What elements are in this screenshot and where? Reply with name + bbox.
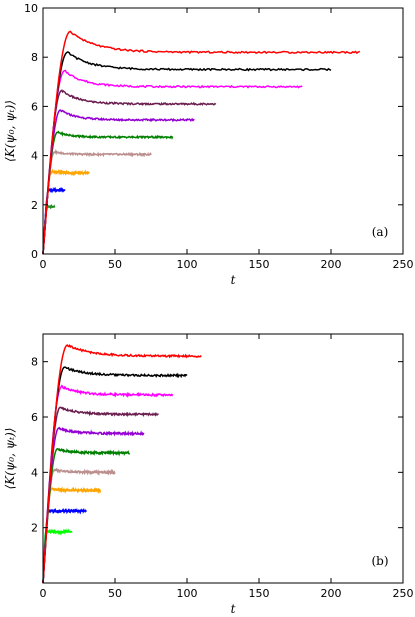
y-tick-label: 8 [31,356,38,369]
series-line-a-3 [42,168,90,255]
ticks-layer-b: 0 50 100 150 200 250 2 4 6 8 [31,334,414,600]
series-line-b-3 [42,486,102,584]
series-line-b-6 [42,426,145,584]
series-line-b-2 [42,507,87,584]
x-tick-label: 200 [321,587,342,600]
x-tick-label: 100 [177,587,198,600]
plot-frame-a [42,7,404,255]
x-axis-label-b: t [231,602,236,616]
series-line-b-7 [42,406,159,584]
y-tick-label: 4 [31,466,38,479]
panel-b: 0 50 100 150 200 250 2 4 6 8 t ⟨K(ψ₀, ψₜ)⟩ (b) [3,333,414,616]
series-line-a-7 [42,89,217,255]
x-tick-label: 250 [393,258,414,271]
series-line-a-4 [42,148,152,255]
series-line-a-8 [42,69,303,255]
panel-a: 0 50 100 150 200 250 0 2 4 6 8 10 t ⟨K(ψ₀, ψₜ)⟩ (a) [3,2,414,287]
panel-label-b: (b) [371,554,388,568]
x-axis-label-a: t [231,273,236,287]
plot-frame-b [42,333,404,584]
series-line-b-1 [42,528,73,584]
series-layer-a [42,30,361,255]
y-axis-label-a: ⟨K(ψ₀, ψₜ)⟩ [3,100,17,162]
ticks-layer-a: 0 50 100 150 200 250 0 2 4 6 8 10 [24,2,414,271]
series-line-a-10 [42,30,361,255]
x-tick-label: 150 [249,587,270,600]
y-tick-label: 6 [31,100,38,113]
x-tick-label: 50 [108,258,122,271]
x-tick-label: 200 [321,258,342,271]
x-tick-label: 0 [40,587,47,600]
series-line-a-5 [42,130,174,255]
series-line-b-10 [42,344,202,584]
y-tick-label: 2 [31,522,38,535]
series-layer-b [42,344,202,584]
panel-label-a: (a) [372,225,389,239]
series-line-b-4 [42,467,116,584]
y-tick-label: 8 [31,51,38,64]
series-line-b-9 [42,366,188,584]
y-tick-label: 10 [24,2,38,15]
y-tick-label: 6 [31,411,38,424]
x-tick-label: 150 [249,258,270,271]
x-tick-label: 250 [393,587,414,600]
x-tick-label: 0 [40,258,47,271]
x-tick-label: 50 [108,587,122,600]
y-tick-label: 0 [31,248,38,261]
series-line-b-8 [42,384,174,584]
series-line-b-5 [42,447,131,584]
y-axis-label-b: ⟨K(ψ₀, ψₜ)⟩ [3,428,17,490]
series-line-a-9 [42,51,332,255]
series-line-a-6 [42,109,195,255]
x-tick-label: 100 [177,258,198,271]
y-tick-label: 4 [31,150,38,163]
y-tick-label: 2 [31,199,38,212]
